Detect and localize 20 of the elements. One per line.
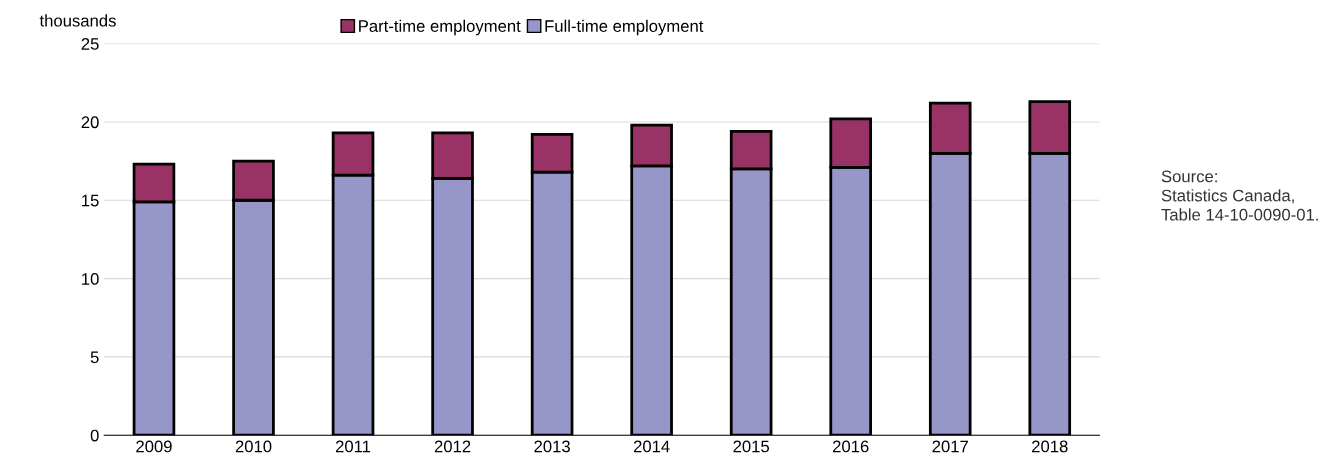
x-tick-label: 2013 bbox=[534, 440, 570, 453]
y-tick-label: 15 bbox=[82, 194, 99, 207]
x-tick-label: 2016 bbox=[833, 440, 869, 453]
y-tick-label: 20 bbox=[81, 116, 99, 129]
x-tick-label: 2017 bbox=[932, 440, 968, 453]
x-tick-label: 2015 bbox=[733, 440, 770, 453]
y-axis-title: thousands bbox=[39, 14, 116, 27]
legend-label: Part-time employment bbox=[359, 19, 521, 36]
x-tick-label: 2009 bbox=[136, 440, 172, 453]
x-tick-label: 2014 bbox=[633, 440, 670, 453]
legend-label: Full-time employment bbox=[545, 19, 704, 36]
source-note: Source: Statistics Canada, Table 14-10-0090-01. bbox=[1161, 170, 1318, 221]
y-tick-label: 0 bbox=[90, 429, 99, 442]
x-tick-label: 2018 bbox=[1032, 440, 1068, 453]
y-tick-label: 5 bbox=[90, 351, 99, 364]
x-tick-label: 2012 bbox=[434, 440, 471, 453]
y-tick-label: 25 bbox=[81, 38, 99, 50]
x-tick-label: 2011 bbox=[335, 440, 371, 453]
x-tick-label: 2010 bbox=[235, 440, 272, 453]
y-tick-label: 10 bbox=[82, 272, 99, 285]
